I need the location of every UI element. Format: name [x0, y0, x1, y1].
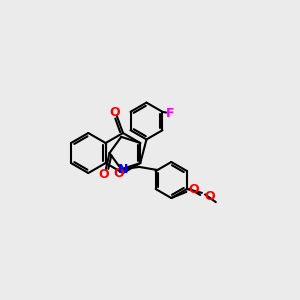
Text: N: N	[118, 163, 128, 176]
Text: O: O	[189, 183, 200, 196]
Text: O: O	[204, 190, 215, 203]
Text: O: O	[113, 167, 124, 180]
Text: O: O	[99, 168, 110, 181]
Text: O: O	[109, 106, 120, 119]
Text: F: F	[166, 107, 174, 120]
